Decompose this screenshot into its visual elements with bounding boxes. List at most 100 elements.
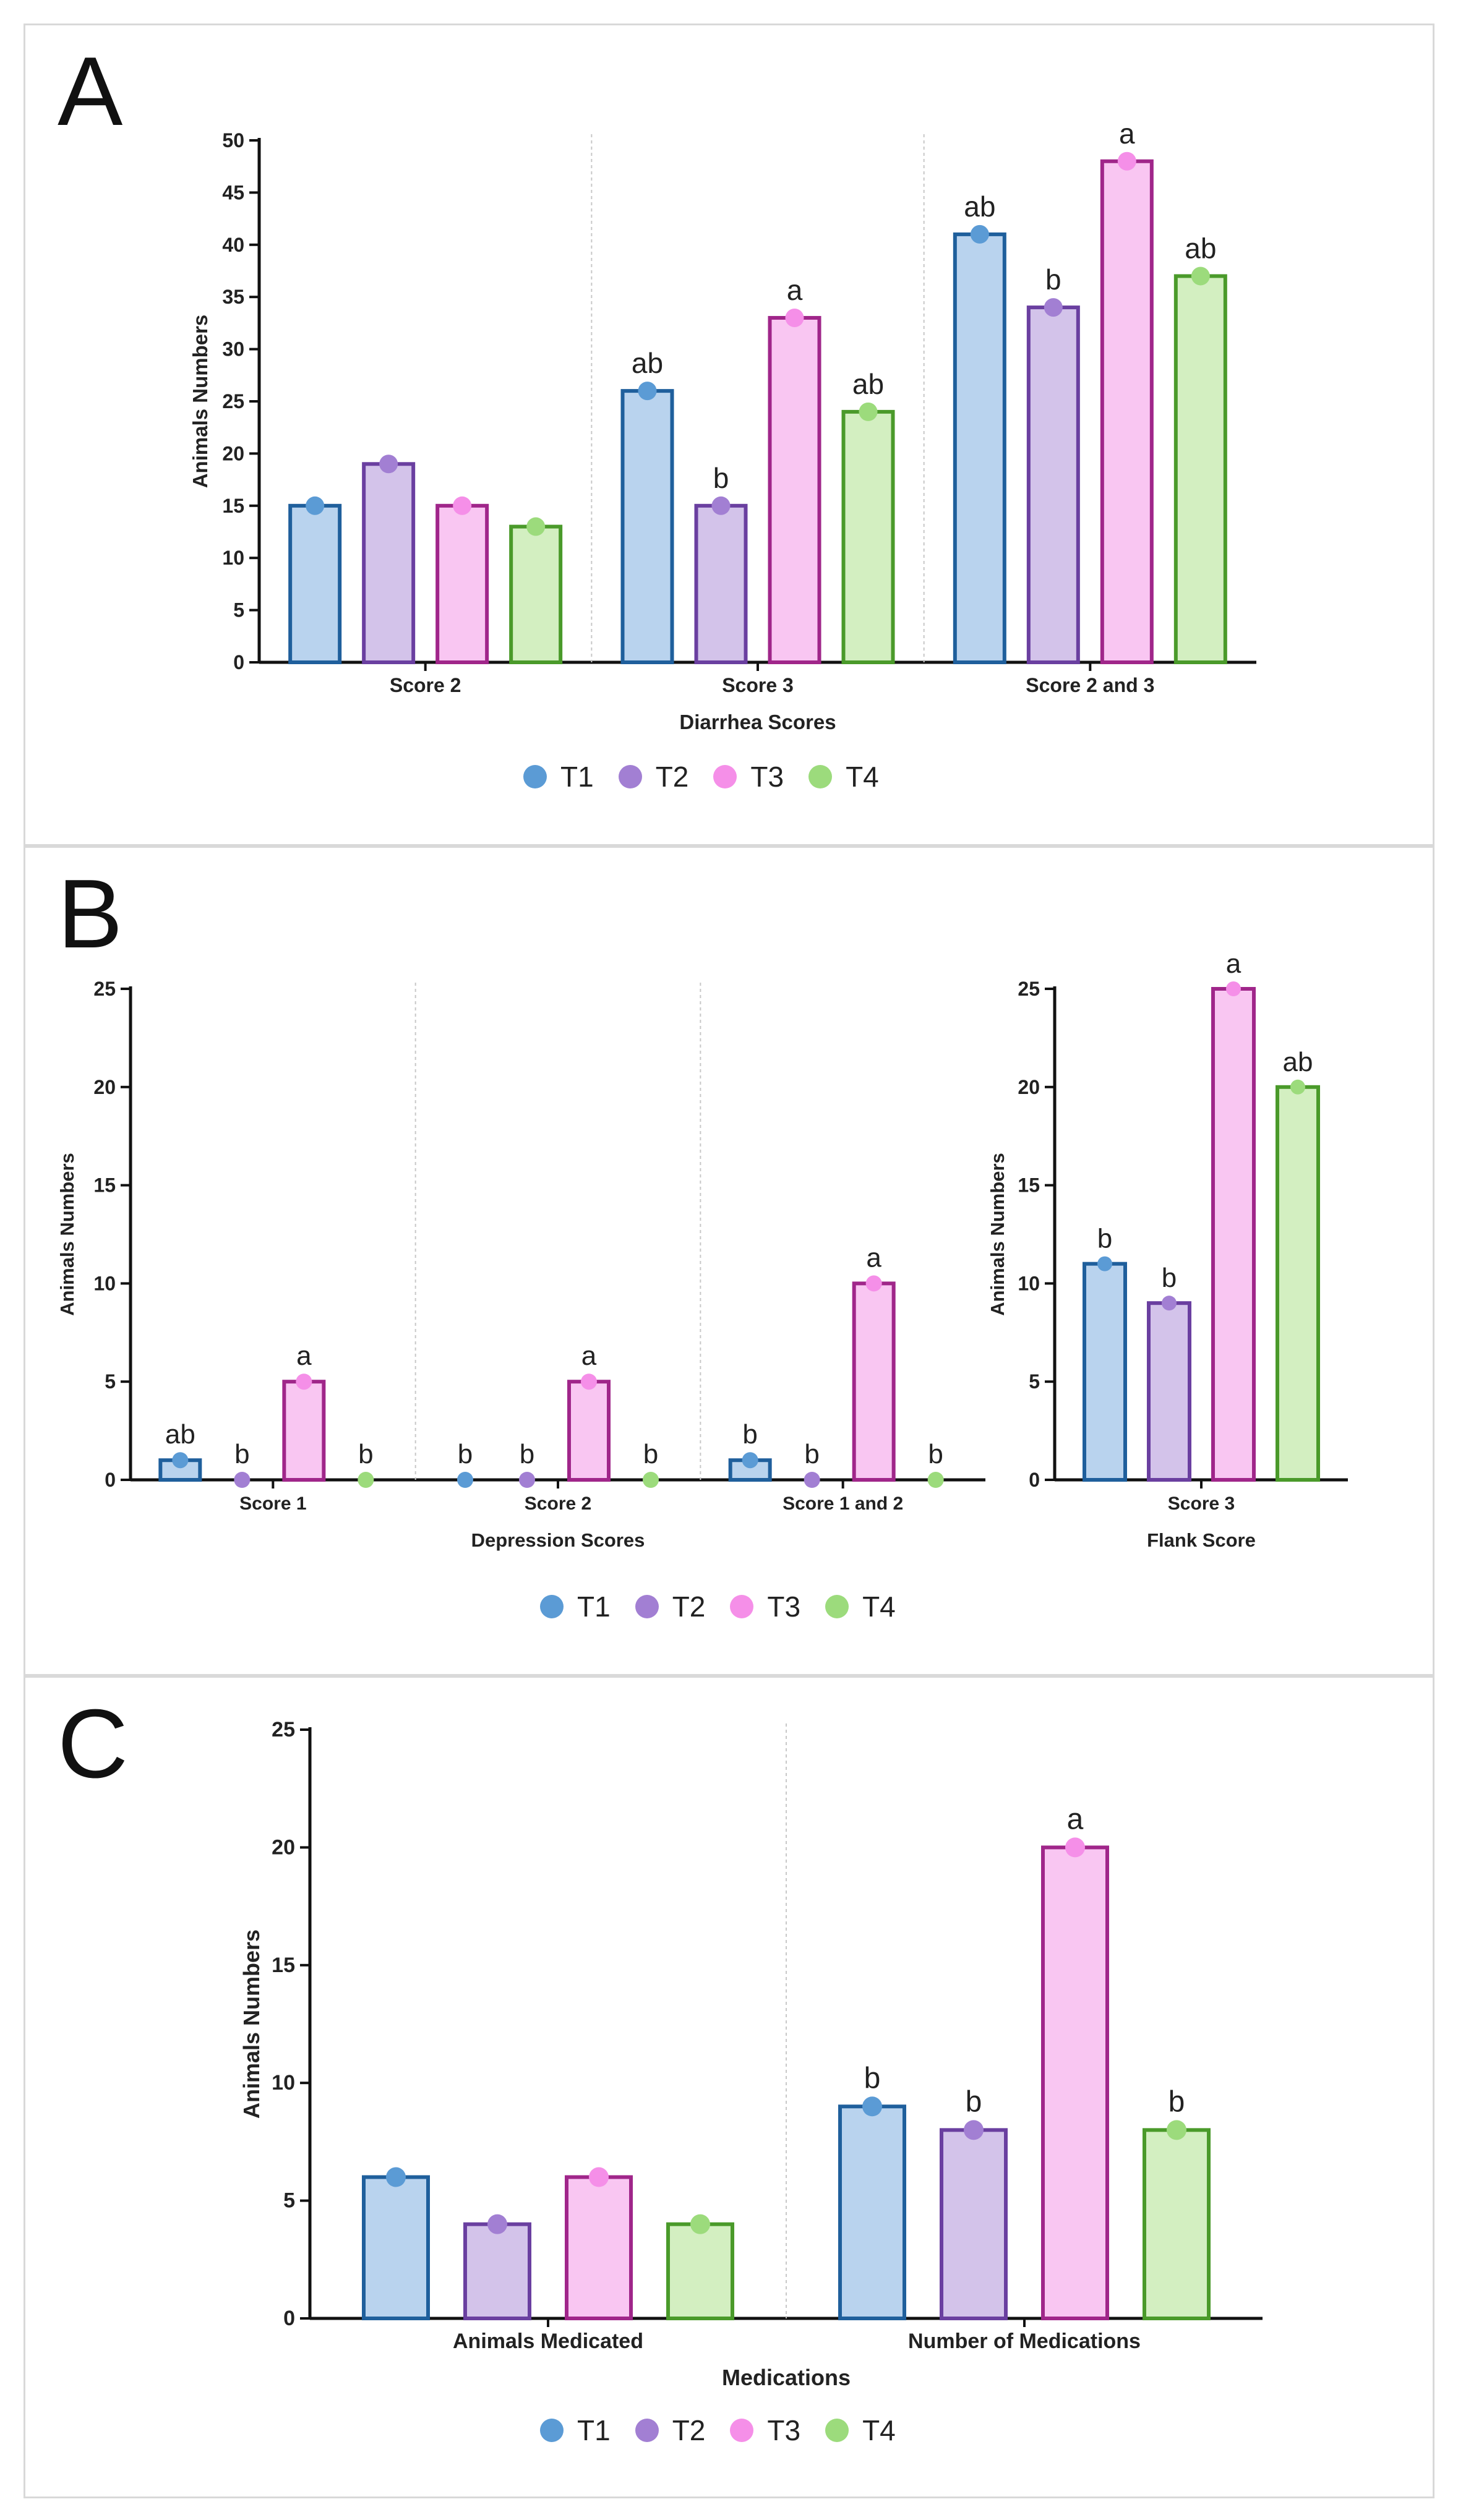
y-tick-label-a: 30 — [222, 338, 244, 361]
y-tick-label-a: 15 — [222, 495, 244, 517]
data-label-a-t2: b — [1045, 263, 1061, 296]
y-tick-label-c: 0 — [283, 2307, 295, 2330]
point-b1-t4 — [358, 1472, 374, 1488]
legend-label-t1: T1 — [577, 1591, 611, 1623]
legend-label-t1: T1 — [560, 761, 594, 793]
legend-marker-t2 — [635, 1595, 659, 1618]
point-c-t4 — [690, 2214, 710, 2234]
legend-label-t4: T4 — [862, 2414, 896, 2446]
y-tick-label-a: 20 — [222, 442, 244, 464]
legend-label-t3: T3 — [767, 1591, 801, 1623]
data-label-b1-t4: b — [928, 1439, 943, 1469]
point-c-t2 — [487, 2214, 507, 2234]
bar-c-t4 — [1143, 2128, 1211, 2320]
data-label-c-t1: b — [864, 2062, 881, 2095]
y-tick-label-b2: 10 — [1018, 1272, 1040, 1294]
legend-marker-t3 — [730, 1595, 754, 1618]
bar-a-t1 — [620, 389, 674, 664]
legend-item-t4: T4 — [825, 2414, 896, 2447]
bar-a-t3 — [1100, 159, 1154, 664]
y-tick-label-b2: 20 — [1018, 1076, 1040, 1098]
point-b1-t4 — [927, 1472, 944, 1488]
point-b1-t4 — [643, 1472, 659, 1488]
point-b2-t1 — [1097, 1256, 1112, 1271]
legend-label-t2: T2 — [672, 2414, 706, 2446]
y-tick-label-b2: 25 — [1018, 978, 1040, 1000]
y-tick-label-a: 10 — [222, 547, 244, 569]
bar-a-t2 — [1026, 305, 1080, 664]
x-tick-label-b1: Score 1 — [239, 1493, 306, 1514]
point-b1-t1 — [172, 1452, 189, 1469]
x-axis-label-b2: Flank Score — [1147, 1529, 1256, 1551]
legend-item-t1: T1 — [540, 1590, 611, 1623]
legend-item-t4: T4 — [825, 1590, 896, 1623]
legend-label-t3: T3 — [767, 2414, 801, 2446]
point-a-t1 — [306, 496, 325, 515]
data-label-b1-t1: ab — [165, 1419, 195, 1450]
y-tick-label-a: 50 — [222, 129, 244, 152]
y-axis-label-a: Animals Numbers — [189, 315, 212, 489]
legend-item-t1: T1 — [540, 2414, 611, 2447]
y-tick-label-c: 15 — [272, 1954, 295, 1977]
point-b1-t3 — [581, 1373, 597, 1390]
legend-marker-t1 — [540, 1595, 564, 1618]
legend-marker-t2 — [618, 765, 642, 788]
point-c-t4 — [1167, 2120, 1186, 2140]
bar-c-t3 — [1041, 1845, 1109, 2320]
data-label-b1-t3: a — [581, 1341, 597, 1371]
y-tick-label-c: 5 — [283, 2189, 295, 2213]
point-c-t1 — [862, 2096, 882, 2117]
y-tick-label-c: 20 — [272, 1835, 295, 1859]
point-a-t4 — [526, 517, 546, 536]
point-b1-t2 — [804, 1472, 820, 1488]
point-b1-t1 — [742, 1452, 758, 1469]
data-label-b1-t4: b — [643, 1439, 658, 1469]
x-tick-label-c: Animals Medicated — [453, 2330, 643, 2353]
y-tick-label-b1: 15 — [93, 1174, 116, 1197]
y-tick-label-a: 45 — [222, 181, 244, 203]
data-label-b1-t1: b — [458, 1439, 473, 1469]
point-a-t1 — [638, 382, 657, 401]
legend-item-t2: T2 — [635, 1590, 705, 1623]
data-label-a-t1: ab — [964, 190, 995, 223]
bar-b2-t4 — [1276, 1085, 1320, 1482]
x-tick-label-c: Number of Medications — [908, 2330, 1141, 2353]
y-tick-label-b2: 15 — [1018, 1174, 1040, 1197]
legend-marker-t4 — [808, 765, 833, 788]
point-a-t3 — [1117, 152, 1136, 171]
point-a-t2 — [379, 455, 398, 474]
data-label-b1-t2: b — [234, 1439, 249, 1469]
legend-item-t3: T3 — [730, 2414, 800, 2447]
y-tick-label-b1: 10 — [93, 1272, 116, 1294]
bar-c-t1 — [838, 2104, 906, 2321]
bar-a-t3 — [435, 503, 489, 664]
bar-b1-t3 — [282, 1380, 326, 1482]
data-label-a-t2: b — [713, 462, 729, 494]
y-tick-label-b1: 5 — [105, 1370, 116, 1393]
point-b1-t2 — [234, 1472, 251, 1488]
point-b1-t2 — [519, 1472, 535, 1488]
legend-item-t3: T3 — [730, 1590, 800, 1623]
x-axis-label-b1: Depression Scores — [471, 1529, 645, 1551]
legend-label-t3: T3 — [750, 761, 784, 793]
bar-a-t3 — [768, 315, 821, 664]
bar-b2-t3 — [1211, 987, 1256, 1482]
legend-marker-t3 — [730, 2419, 754, 2442]
data-label-b2-t4: ab — [1283, 1047, 1313, 1077]
bar-b2-t1 — [1083, 1262, 1127, 1482]
chart-a: 0 5 10 15 20 25 30 35 40 45 50 Animals Numbers Score… — [189, 117, 1256, 733]
point-b1-t1 — [457, 1472, 473, 1488]
data-label-b1-t3: a — [866, 1242, 881, 1273]
chart-c: 0 5 10 15 20 25 Animals Numbers Animals Medicat… — [239, 1718, 1263, 2390]
data-label-b1-t4: b — [358, 1439, 373, 1469]
data-label-a-t3: a — [1119, 117, 1135, 150]
data-label-a-t4: ab — [852, 368, 884, 400]
point-b2-t3 — [1226, 981, 1241, 996]
point-c-t3 — [1065, 1837, 1085, 1858]
legend-b: T1 T2 T3 T4 — [540, 1590, 896, 1623]
bar-c-t2 — [463, 2222, 531, 2320]
x-tick-label-a: Score 3 — [722, 674, 794, 696]
point-a-t4 — [1191, 267, 1210, 286]
legend-item-t2: T2 — [635, 2414, 706, 2447]
